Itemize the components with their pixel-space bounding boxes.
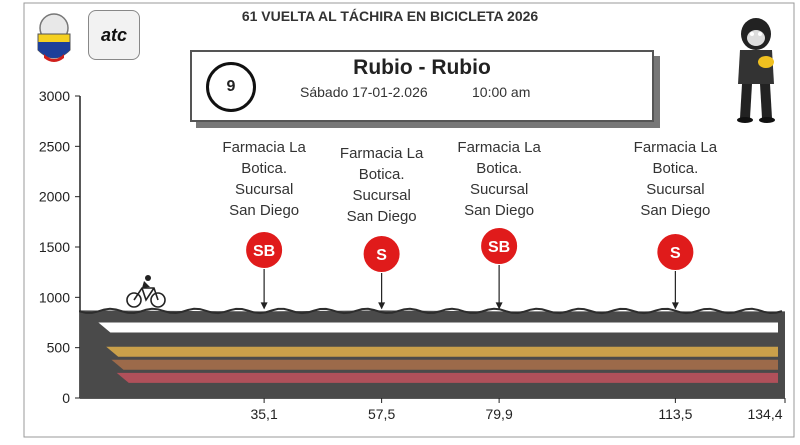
sprint-location-label: Sucursal [235, 181, 293, 198]
sprint-location-label: Botica. [359, 166, 405, 183]
sprint-location-label: Sucursal [470, 181, 528, 198]
profile-stripe [116, 372, 778, 383]
sprint-location-label: Farmacia La [634, 139, 718, 156]
sprint-location-label: Sucursal [646, 181, 704, 198]
sprint-location-label: San Diego [229, 202, 299, 219]
y-tick-label: 1500 [39, 239, 70, 255]
y-tick-label: 1000 [39, 289, 70, 305]
sprint-pointer-arrowhead [378, 302, 386, 310]
sprint-annotation: Farmacia La Botica. Sucursal San Diego SB [457, 139, 541, 310]
x-tick-label: 134,4 [747, 406, 782, 422]
x-tick-label: 113,5 [658, 406, 692, 422]
sprint-location-label: Farmacia La [222, 139, 306, 156]
chart-frame [23, 2, 795, 438]
y-tick-label: 500 [47, 340, 71, 356]
elevation-profile-ridge [79, 307, 783, 315]
mascot-image [737, 18, 775, 123]
sprint-badge-label: SB [253, 243, 275, 260]
stage-route: Rubio - Rubio [353, 56, 491, 79]
sprint-annotation: Farmacia La Botica. Sucursal San Diego SB [222, 139, 306, 310]
sprint-location-label: Farmacia La [340, 145, 424, 162]
federation-shield-logo [37, 13, 71, 62]
sprint-location-label: San Diego [640, 202, 710, 219]
atc-logo: atc [88, 10, 140, 60]
race-title: 61 VUELTA AL TÁCHIRA EN BICICLETA 2026 [241, 8, 539, 24]
stage-date: Sábado 17-01-2.026 [300, 84, 428, 100]
sprint-pointer-arrowhead [260, 302, 268, 310]
x-tick-label: 79,9 [485, 406, 512, 422]
profile-stripe [111, 359, 779, 370]
sprint-badge-label: S [376, 247, 387, 264]
y-tick-label: 2000 [39, 189, 70, 205]
sprint-pointer-arrowhead [495, 302, 503, 310]
sprint-badge-label: SB [488, 239, 510, 256]
sprint-location-label: Botica. [652, 160, 698, 177]
stage-number: 9 [226, 78, 236, 95]
sprint-location-label: Botica. [241, 160, 287, 177]
stage-time: 10:00 am [472, 84, 531, 100]
sprint-annotation: Farmacia La Botica. Sucursal San Diego S [634, 139, 718, 310]
sprint-location-label: San Diego [347, 208, 417, 225]
stage-info-box: 9 Rubio - Rubio Sábado 17-01-2.026 10:00… [190, 50, 654, 122]
sprint-annotation: Farmacia La Botica. Sucursal San Diego S [340, 145, 424, 310]
x-tick-label: 35,1 [250, 406, 277, 422]
y-tick-label: 2500 [39, 138, 70, 154]
x-tick-label: 57,5 [368, 406, 395, 422]
profile-stripe [106, 346, 779, 357]
sprint-pointer-arrowhead [671, 302, 679, 310]
stage-number-badge: 9 [206, 62, 256, 112]
sprint-badge-label: S [670, 245, 681, 262]
sprint-location-label: Farmacia La [457, 139, 541, 156]
y-tick-label: 0 [62, 390, 70, 406]
sprint-location-label: Sucursal [352, 187, 410, 204]
cyclist-icon [126, 275, 166, 308]
y-tick-label: 3000 [39, 88, 70, 104]
sprint-location-label: Botica. [476, 160, 522, 177]
sprint-location-label: San Diego [464, 202, 534, 219]
profile-stripe [98, 322, 778, 333]
